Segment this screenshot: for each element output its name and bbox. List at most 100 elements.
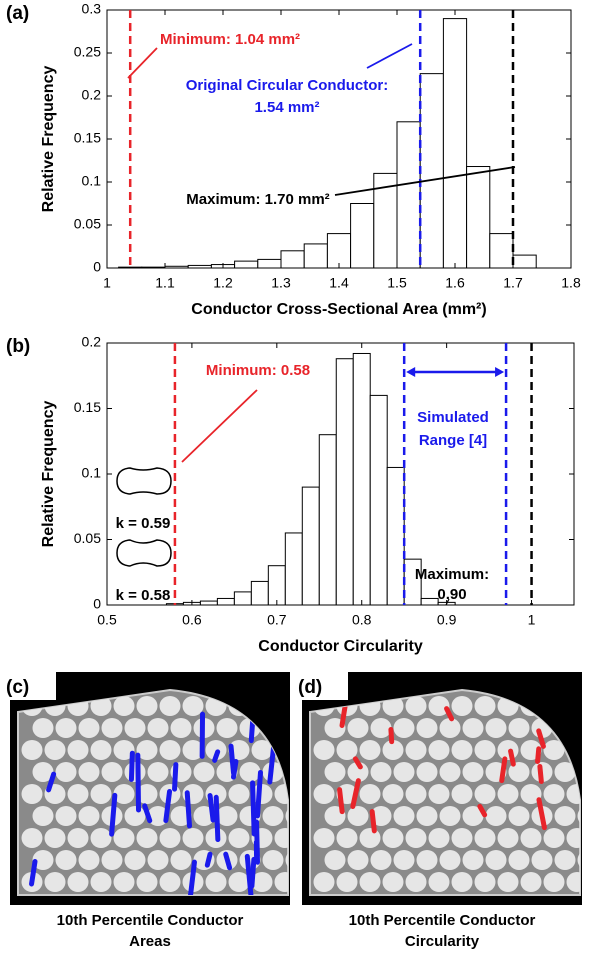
x-tick-label: 1.4 xyxy=(329,275,349,291)
conductor xyxy=(79,806,100,826)
conductor xyxy=(56,806,77,826)
x-tick-label: 1 xyxy=(528,612,536,628)
marker-streak xyxy=(540,766,541,781)
conductor xyxy=(429,828,450,848)
conductor xyxy=(114,828,135,848)
bar xyxy=(188,265,211,268)
bar xyxy=(285,533,302,605)
bar xyxy=(327,234,350,268)
y-tick-label: 0.2 xyxy=(82,334,102,350)
conductor xyxy=(452,740,473,760)
conductor xyxy=(475,740,496,760)
bar xyxy=(397,122,420,268)
conductor xyxy=(325,850,346,870)
y-tick-label: 0 xyxy=(93,259,101,275)
conductor xyxy=(544,784,565,804)
conductor xyxy=(148,762,169,782)
image-caption: 10th Percentile Conductor xyxy=(57,912,244,929)
conductor xyxy=(275,784,296,804)
conductor xyxy=(544,828,565,848)
y-tick-label: 0.15 xyxy=(74,130,101,146)
x-tick-label: 0.9 xyxy=(437,612,457,628)
conductor xyxy=(263,806,284,826)
panel-label: (a) xyxy=(6,3,29,24)
annotation: Maximum: 1.70 mm² xyxy=(186,191,329,208)
bar xyxy=(200,601,217,605)
conductor xyxy=(125,762,146,782)
x-tick-label: 1.5 xyxy=(387,275,407,291)
marker-streak xyxy=(187,793,189,826)
bar xyxy=(281,251,304,268)
x-tick-label: 0.6 xyxy=(182,612,202,628)
marker-streak xyxy=(502,759,505,781)
conductor xyxy=(325,762,346,782)
bar xyxy=(353,353,370,605)
conductor xyxy=(429,872,450,892)
y-axis-label: Relative Frequency xyxy=(40,66,57,213)
conductor xyxy=(463,762,484,782)
y-tick-label: 0.05 xyxy=(74,216,101,232)
image-caption: 10th Percentile Conductor xyxy=(349,912,536,929)
bar xyxy=(142,267,165,268)
marker-streak xyxy=(215,752,218,761)
conductor xyxy=(521,872,542,892)
conductor xyxy=(229,828,250,848)
conductor xyxy=(314,828,335,848)
bar xyxy=(336,359,353,605)
conductor xyxy=(452,872,473,892)
conductor xyxy=(486,718,507,738)
conductor xyxy=(56,762,77,782)
conductor xyxy=(229,872,250,892)
conductor xyxy=(22,828,43,848)
bar xyxy=(490,234,513,268)
conductor xyxy=(314,784,335,804)
bar xyxy=(467,167,490,268)
panel-label: (d) xyxy=(298,677,322,698)
conductor xyxy=(555,850,576,870)
panel-label: (c) xyxy=(6,677,29,698)
conductor xyxy=(417,850,438,870)
conductor xyxy=(417,806,438,826)
conductor xyxy=(371,850,392,870)
conductor xyxy=(275,872,296,892)
conductor xyxy=(567,872,588,892)
image-caption: Areas xyxy=(129,933,171,950)
bar xyxy=(443,19,466,268)
x-axis-label: Conductor Circularity xyxy=(258,638,423,655)
conductor xyxy=(91,828,112,848)
conductor xyxy=(160,872,181,892)
conductor xyxy=(183,828,204,848)
conductor xyxy=(360,828,381,848)
conductor xyxy=(68,740,89,760)
marker-streak xyxy=(233,761,235,777)
conductor xyxy=(440,850,461,870)
conductor xyxy=(79,718,100,738)
conductor xyxy=(394,718,415,738)
conductor xyxy=(102,718,123,738)
conductor xyxy=(498,872,519,892)
conductor xyxy=(91,872,112,892)
x-tick-label: 0.5 xyxy=(97,612,117,628)
conductor-shape xyxy=(117,540,171,566)
conductor xyxy=(406,696,427,716)
conductor xyxy=(417,762,438,782)
shape-label: k = 0.58 xyxy=(116,587,171,604)
panel-label: (b) xyxy=(6,336,30,357)
conductor xyxy=(486,806,507,826)
conductor xyxy=(102,850,123,870)
y-tick-label: 0.2 xyxy=(82,87,102,103)
annotation: Range [4] xyxy=(419,432,487,449)
bar xyxy=(387,467,404,605)
conductor xyxy=(148,718,169,738)
conductor xyxy=(567,784,588,804)
conductor xyxy=(68,828,89,848)
conductor xyxy=(160,696,181,716)
marker-streak xyxy=(511,751,514,764)
conductor xyxy=(56,850,77,870)
conductor-shape xyxy=(117,468,171,494)
conductor xyxy=(406,872,427,892)
conductor xyxy=(137,828,158,848)
conductor xyxy=(383,872,404,892)
x-tick-label: 1.7 xyxy=(503,275,523,291)
